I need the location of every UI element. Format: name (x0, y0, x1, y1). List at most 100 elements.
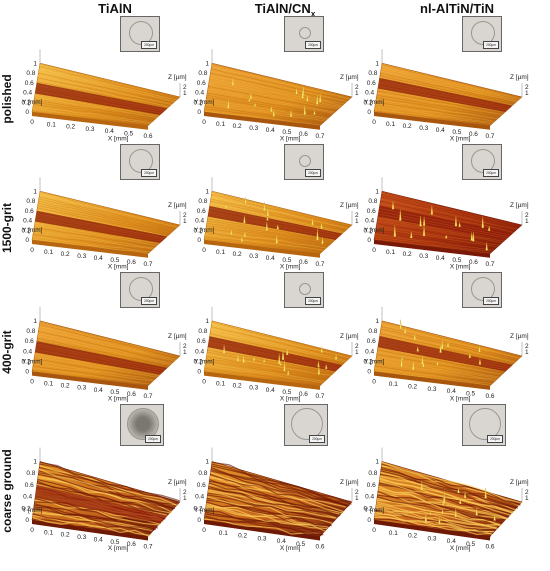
x-tick-label: 0.1 (389, 381, 398, 388)
x-axis-label: X [mm] (108, 136, 129, 143)
micrograph-inset: 200µm (120, 272, 160, 308)
x-axis: 0 0.1 0.2 0.3 0.4 0.5 0.6 0.7 X [mm] (30, 247, 153, 271)
y-tick-label: 0.4 (365, 90, 374, 97)
y-tick-label: 0.2 (194, 505, 203, 512)
surface-panel-r2-c1: 0 0.2 0.4 0.6 0.8 1 Y [mm] 0 0.1 0.2 0.3 0.4 0.5 0.6 0… (192, 272, 367, 408)
micrograph-inset: 200µm (462, 16, 502, 52)
surface-plot: 0 0.2 0.4 0.6 0.8 1 Y [mm] 0 0.1 0.2 0.3 0.4 0.5 0.6 X… (22, 49, 187, 143)
x-tick-label: 0 (202, 247, 206, 254)
wear-track (35, 341, 168, 375)
x-axis-label: X [mm] (450, 545, 471, 552)
z-axis: 12 Z [µm] (510, 333, 529, 356)
z-tick-label: 2 (525, 212, 529, 219)
y-tick-label: 0.4 (365, 494, 374, 501)
z-tick-label: 1 (355, 90, 359, 97)
micrograph-inset: 200µm (120, 144, 160, 180)
y-tick-label: 0.2 (194, 358, 203, 365)
y-tick-label: 0.2 (22, 227, 31, 234)
y-axis-label: Y [mm] (194, 507, 215, 514)
z-tick-label: 1 (355, 349, 359, 356)
y-tick-label: 0 (197, 237, 201, 244)
surface-panel-r2-c2: 0 0.2 0.4 0.6 0.8 1 Y [mm] 0 0.1 0.2 0.3 0.4 0.5 0.6 X… (362, 272, 537, 408)
y-tick-label: 0.8 (26, 470, 35, 477)
x-tick-label: 0.6 (299, 391, 308, 398)
y-tick-label: 0.8 (26, 70, 35, 77)
x-tick-label: 0.5 (110, 539, 119, 546)
z-tick-label: 1 (183, 495, 187, 502)
y-tick-label: 0.6 (197, 482, 206, 489)
z-axis-label: Z [µm] (510, 333, 529, 340)
x-axis: 0 0.1 0.2 0.3 0.4 0.5 0.6 0.7 X [mm] (372, 247, 495, 271)
wear-track (35, 210, 168, 243)
y-tick-label: 1 (33, 459, 37, 466)
z-tick-label: 2 (525, 84, 529, 91)
x-tick-label: 0 (372, 119, 376, 126)
y-tick-label: 0.6 (25, 338, 34, 345)
x-tick-label: 0.1 (389, 530, 398, 537)
y-tick-label: 0.6 (367, 80, 376, 87)
surface-front-edge (374, 371, 490, 390)
x-axis: 0 0.1 0.2 0.3 0.4 0.5 0.6 0.7 X [mm] (30, 527, 153, 552)
x-axis-label: X [mm] (280, 545, 301, 552)
y-tick-label: 0.2 (364, 358, 373, 365)
column-title-tialn: TiAlN (98, 1, 132, 16)
x-tick-label: 0.2 (238, 533, 247, 540)
y-tick-label: 1 (375, 60, 379, 67)
x-tick-label: 0.3 (77, 253, 86, 260)
z-axis: 12 Z [µm] (168, 333, 187, 356)
y-axis-label: Y [mm] (22, 227, 43, 234)
y-axis: 0 0.2 0.4 0.6 0.8 1 Y [mm] (194, 318, 215, 376)
y-tick-label: 1 (205, 318, 209, 325)
x-tick-label: 0.3 (427, 386, 436, 393)
x-tick-label: 0.4 (436, 127, 445, 134)
x-tick-label: 0.1 (386, 121, 395, 128)
x-tick-label: 0.2 (403, 123, 412, 130)
scale-bar: 200µm (309, 435, 325, 443)
x-tick-label: 0.5 (466, 541, 475, 548)
wear-track (377, 77, 513, 112)
y-axis: 0 0.2 0.4 0.6 0.8 1 Y [mm] (194, 459, 215, 525)
x-tick-label: 0.4 (94, 255, 103, 262)
scale-bar: 200µm (145, 435, 161, 443)
z-axis: 12 Z [µm] (168, 479, 187, 502)
y-tick-label: 0.6 (367, 208, 376, 215)
x-tick-label: 0.7 (143, 544, 152, 551)
x-tick-label: 0.5 (296, 541, 305, 548)
surface-plot: 00.20.40.60.81Y [mm]0 0.1 0.2 0.3 0.4 0.5 0.6 0… (22, 447, 187, 552)
x-tick-label: 0 (202, 379, 206, 386)
y-tick-label: 0.2 (22, 99, 31, 106)
surface-spikes (227, 76, 322, 118)
y-axis-label: Y [mm] (194, 359, 215, 366)
surface-plot: 00.20.40.60.81Y [mm]0 0.1 0.2 0.3 0.4 0.5 0.6 0… (22, 306, 187, 402)
x-axis: 0 0.1 0.2 0.3 0.4 0.5 0.6 X [mm] (372, 527, 495, 552)
y-tick-label: 1 (375, 459, 379, 466)
x-tick-label: 0 (30, 379, 34, 386)
z-tick-label: 1 (525, 349, 529, 356)
x-axis-label: X [mm] (108, 545, 129, 552)
x-axis-label: X [mm] (280, 136, 301, 143)
surface-panel-r3-c1: 0 0.2 0.4 0.6 0.8 1 Y [mm] 0 0.1 0.2 0.3 0.4 0.5 0.6 X… (192, 404, 367, 562)
x-tick-label: 0.1 (44, 249, 53, 256)
y-axis: 0 0.2 0.4 0.6 0.8 1 Y [mm] (364, 459, 385, 525)
y-tick-label: 1 (33, 318, 37, 325)
x-axis-label: X [mm] (280, 264, 301, 271)
y-tick-label: 0.4 (23, 494, 32, 501)
wear-scar (299, 27, 311, 39)
z-tick-label: 1 (525, 495, 529, 502)
x-tick-label: 0.1 (386, 249, 395, 256)
x-tick-label: 0.7 (315, 133, 324, 140)
y-tick-label: 0.4 (195, 494, 204, 501)
z-tick-label: 2 (525, 489, 529, 496)
y-tick-label: 1 (375, 318, 379, 325)
micrograph-inset: 200µm (120, 404, 164, 446)
x-tick-label: 0.4 (266, 387, 275, 394)
micrograph-inset: 200µm (284, 272, 324, 308)
x-axis-label: X [mm] (280, 395, 301, 402)
x-tick-label: 0.3 (249, 253, 258, 260)
x-tick-label: 0.7 (315, 261, 324, 268)
x-tick-label: 0.1 (47, 121, 56, 128)
y-tick-label: 1 (33, 60, 37, 67)
z-axis: 12 Z [µm] (510, 74, 529, 97)
x-tick-label: 0.1 (219, 530, 228, 537)
x-tick-label: 0.1 (216, 381, 225, 388)
